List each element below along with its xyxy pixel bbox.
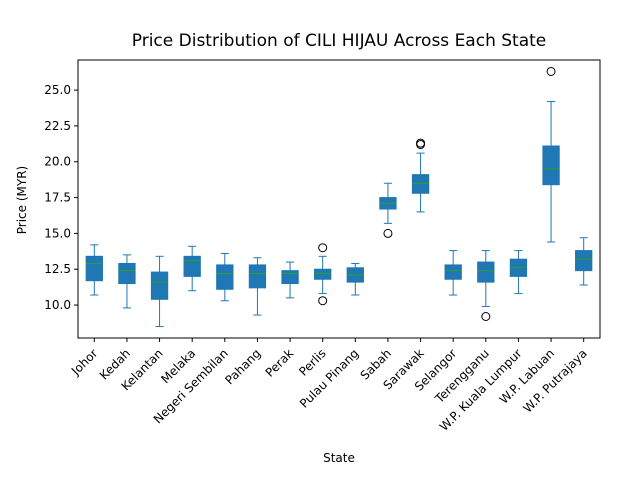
iqr-box	[216, 264, 234, 290]
iqr-box	[411, 174, 430, 194]
y-tick-label: 22.5	[44, 119, 71, 133]
outlier-point	[416, 138, 426, 148]
y-tick-label: 20.0	[44, 155, 71, 169]
outlier-point	[318, 296, 328, 306]
axes-frame	[77, 59, 601, 339]
box-group	[183, 245, 201, 292]
box-group	[575, 237, 593, 286]
iqr-box	[150, 271, 169, 300]
box-group	[150, 255, 169, 328]
iqr-box	[575, 250, 593, 272]
y-tick-label: 10.0	[44, 298, 71, 312]
outlier-point	[546, 66, 556, 76]
iqr-box	[248, 264, 267, 289]
y-tick-label: 25.0	[44, 83, 71, 97]
box-group	[216, 252, 234, 302]
box-group	[509, 250, 528, 295]
y-tick-label: 15.0	[44, 226, 71, 240]
iqr-box	[444, 264, 462, 280]
y-tick-label: 17.5	[44, 191, 71, 205]
box-group	[85, 244, 103, 296]
box-group	[411, 138, 430, 213]
y-tick-label: 12.5	[44, 262, 71, 276]
box-group	[118, 254, 136, 309]
box-group	[346, 262, 364, 296]
box-group	[542, 66, 560, 243]
x-axis-label: State	[323, 451, 355, 465]
box-group	[477, 250, 495, 322]
box-group	[444, 250, 462, 296]
iqr-box	[542, 145, 560, 186]
box-group	[314, 243, 332, 306]
box-group	[379, 182, 397, 238]
box-group	[281, 261, 299, 299]
iqr-box	[281, 270, 299, 285]
outlier-point	[318, 243, 328, 253]
y-axis-label: Price (MYR)	[15, 166, 29, 234]
iqr-box	[183, 255, 201, 277]
outlier-point	[481, 312, 491, 322]
box-group	[248, 257, 267, 316]
iqr-box	[477, 261, 495, 283]
iqr-box	[85, 255, 103, 282]
iqr-box	[314, 268, 332, 280]
chart-title: Price Distribution of CILI HIJAU Across …	[132, 31, 547, 51]
iqr-box	[118, 262, 136, 285]
outlier-point	[383, 228, 393, 238]
